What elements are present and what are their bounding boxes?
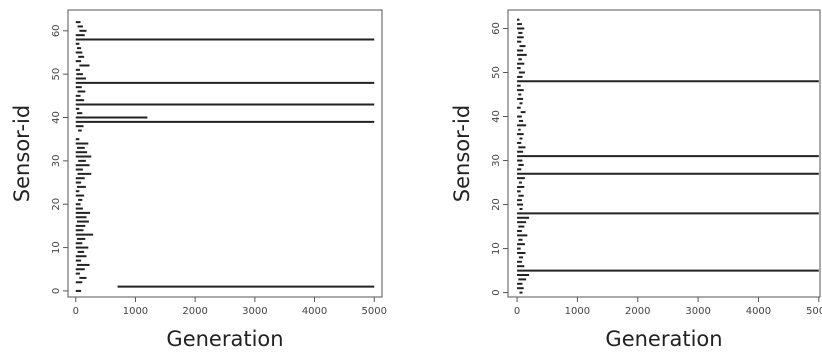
x-tick-label: 3000 xyxy=(685,306,710,317)
y-tick-label: 50 xyxy=(51,68,62,81)
x-tick-label: 2000 xyxy=(182,306,207,317)
x-axis-title: Generation xyxy=(166,327,283,351)
y-tick-label: 10 xyxy=(491,242,502,255)
x-tick-label: 1000 xyxy=(565,306,590,317)
y-axis-title: Sensor-id xyxy=(450,105,474,202)
x-tick-label: 0 xyxy=(73,306,79,317)
y-tick-label: 30 xyxy=(51,155,62,168)
y-tick-label: 40 xyxy=(491,110,502,123)
y-tick-label: 40 xyxy=(51,111,62,124)
x-axis-title: Generation xyxy=(605,327,722,351)
x-tick-label: 0 xyxy=(514,306,520,317)
x-tick-label: 1000 xyxy=(123,306,148,317)
x-tick-label: 5000 xyxy=(806,306,822,317)
y-tick-label: 0 xyxy=(51,288,62,294)
y-tick-label: 20 xyxy=(491,198,502,211)
y-tick-label: 20 xyxy=(51,198,62,211)
x-tick-label: 4000 xyxy=(302,306,327,317)
plot-frame xyxy=(67,9,383,298)
x-tick-label: 4000 xyxy=(746,306,771,317)
x-tick-label: 2000 xyxy=(625,306,650,317)
plot-frame xyxy=(507,9,821,298)
y-tick-label: 10 xyxy=(51,241,62,254)
y-tick-label: 50 xyxy=(491,66,502,79)
y-tick-label: 60 xyxy=(51,24,62,37)
y-tick-label: 60 xyxy=(491,22,502,35)
y-tick-label: 30 xyxy=(491,154,502,167)
x-tick-label: 3000 xyxy=(242,306,267,317)
x-tick-label: 5000 xyxy=(362,306,387,317)
y-axis-title: Sensor-id xyxy=(10,105,34,202)
y-tick-label: 0 xyxy=(491,289,502,295)
